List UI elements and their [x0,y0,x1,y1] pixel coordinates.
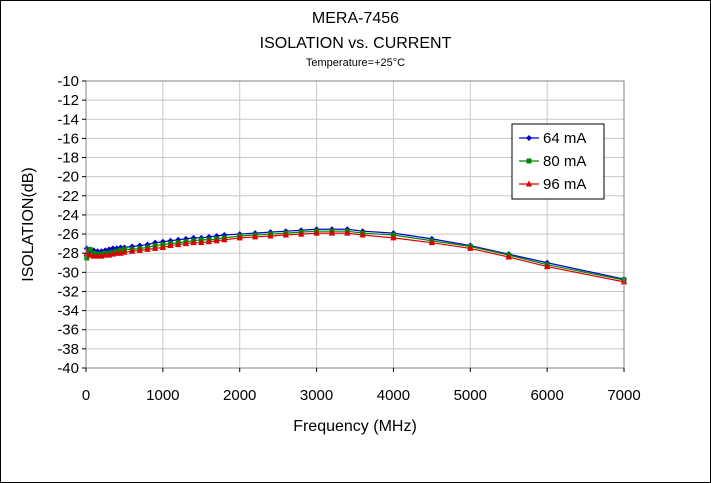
plot-border [85,80,625,369]
data-point [144,245,151,252]
data-point [359,231,366,238]
data-point [267,232,274,239]
data-point [505,253,512,260]
y-tick-label: -40 [57,360,79,377]
data-point [190,239,197,246]
x-axis: 0 1000 2000 3000 4000 5000 6000 7000 [82,368,641,404]
y-tick-label: -38 [57,341,79,358]
legend: 64 mA 80 mA 96 mA [511,123,605,200]
x-tick-label: 6000 [530,387,563,404]
legend-marker [525,180,533,187]
x-tick-label: 7000 [607,387,640,404]
data-point [84,255,90,261]
data-point [86,251,94,258]
data-point [167,242,174,249]
data-point [121,248,128,255]
data-point [182,240,190,247]
x-tick-label: 1000 [146,387,179,404]
series-96-ma [83,229,628,285]
legend-item: 80 mA [519,153,586,170]
y-tick-label: -32 [57,283,79,300]
data-point [428,239,436,246]
x-tick-label: 5000 [454,387,487,404]
x-tick-label: 3000 [300,387,333,404]
data-point [344,229,351,236]
data-point [313,229,320,236]
series-layer [83,226,628,285]
x-tick-label: 2000 [223,387,256,404]
data-point [136,246,143,253]
data-point [205,238,213,245]
legend-marker [526,158,532,164]
y-tick-label: -36 [57,322,79,339]
data-point [282,231,290,238]
legend-marker [526,135,532,141]
data-point [213,237,220,244]
y-tick-label: -22 [57,188,79,205]
data-point [328,229,336,236]
y-tick-label: -34 [57,303,79,320]
legend-item: 96 mA [519,176,586,193]
y-tick-label: -30 [57,264,79,281]
chart-title: MERA-7456 [311,10,400,27]
y-tick-label: -24 [57,207,79,224]
data-point [543,263,551,270]
data-point [159,243,167,250]
y-tick-label: -12 [57,92,79,109]
data-point [83,249,90,256]
y-tick-label: -10 [57,73,79,90]
legend-label: 64 mA [543,130,586,147]
y-tick-label: -26 [57,226,79,243]
data-point [128,247,136,254]
x-tick-label: 4000 [377,387,410,404]
y-tick-label: -14 [57,111,79,128]
legend-label: 96 mA [543,176,586,193]
data-point [390,234,397,241]
y-axis-label: ISOLATION(dB) [20,167,37,281]
data-point [467,244,474,251]
x-axis-label: Frequency (MHz) [293,418,417,435]
legend-label: 80 mA [543,153,586,170]
y-axis: -10 -12 -14 -16 -18 -20 -22 -24 -26 -28 -30 -32 -34 -… [57,73,86,377]
data-point [251,233,259,240]
chart-subtitle: ISOLATION vs. CURRENT [259,35,452,52]
y-tick-label: -18 [57,150,79,167]
data-point [298,230,305,237]
legend-item: 64 mA [519,130,586,147]
data-point [87,246,93,252]
data-point [221,236,228,243]
data-point [175,241,182,248]
data-point [151,244,159,251]
chart-condition: Temperature=+25°C [305,57,406,69]
x-tick-label: 0 [82,387,90,404]
y-tick-label: -28 [57,245,79,262]
y-tick-label: -20 [57,169,79,186]
data-point [236,234,243,241]
y-tick-label: -16 [57,130,79,147]
data-point [198,239,205,246]
